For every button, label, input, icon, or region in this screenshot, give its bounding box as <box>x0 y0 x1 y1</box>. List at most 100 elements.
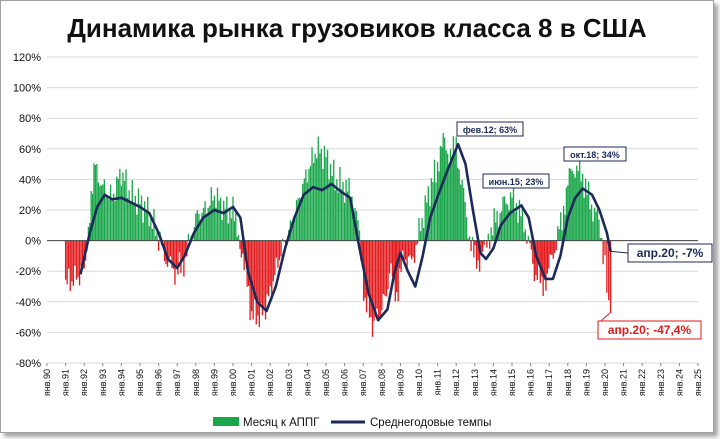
bar <box>444 137 446 241</box>
bar <box>258 240 261 328</box>
bar <box>305 169 307 241</box>
line-series <box>79 142 612 322</box>
bar <box>409 240 411 256</box>
y-tick-label: 0% <box>25 236 41 248</box>
bar <box>96 163 98 241</box>
bar <box>269 240 271 287</box>
bar <box>357 220 359 241</box>
bar <box>524 229 527 241</box>
y-tick-label: -60% <box>15 327 41 339</box>
bar <box>410 240 413 260</box>
bar <box>175 240 178 267</box>
bar <box>373 240 375 321</box>
bar <box>557 226 559 241</box>
bar <box>300 202 302 241</box>
bar <box>143 201 146 241</box>
bar <box>426 202 428 241</box>
bar <box>422 228 425 241</box>
bar <box>91 193 94 241</box>
bar <box>166 240 169 267</box>
chart-title: Динамика рынка грузовиков класса 8 в США <box>67 13 646 43</box>
bar <box>264 240 267 320</box>
bar <box>589 209 591 241</box>
annotation-apr20-avg-label: апр.20; -7% <box>637 246 704 260</box>
annotation-jun15-label: июн.15; 23% <box>489 177 544 187</box>
x-tick-label: янв.92 <box>79 369 89 396</box>
bar <box>351 196 353 241</box>
bar <box>240 240 243 258</box>
bar <box>78 240 81 286</box>
bar <box>523 232 525 241</box>
bar <box>593 207 596 241</box>
bar <box>202 207 205 241</box>
bar <box>464 201 466 241</box>
bar <box>235 212 237 241</box>
bar <box>518 199 521 241</box>
bar <box>448 164 450 241</box>
x-tick-label: янв.14 <box>488 369 498 396</box>
bar <box>218 200 220 241</box>
bar <box>99 185 101 241</box>
legend-line-label: Среднегодовые темпы <box>370 417 491 429</box>
bar <box>487 233 489 241</box>
bar <box>329 164 332 241</box>
bar <box>412 240 414 257</box>
bar <box>576 165 578 241</box>
bar <box>309 165 312 241</box>
bar <box>430 178 433 241</box>
bar <box>477 240 479 261</box>
bar <box>514 212 516 241</box>
x-tick-label: янв.99 <box>209 369 219 396</box>
y-tick-label: -40% <box>15 297 41 309</box>
bar <box>168 240 170 262</box>
bar <box>573 173 575 241</box>
annotation-oct18-label: окт.18; 34% <box>570 150 620 160</box>
bar <box>172 240 175 269</box>
bar <box>570 168 572 241</box>
bar <box>302 183 304 241</box>
bar <box>401 240 404 251</box>
bar <box>100 185 102 241</box>
bar <box>123 181 126 241</box>
bar <box>216 187 219 241</box>
bar <box>326 149 329 241</box>
legend: Месяц к АППГ Среднегодовые темпы <box>213 417 491 429</box>
bar <box>460 184 462 241</box>
bar <box>421 218 423 241</box>
bar <box>555 240 557 251</box>
bar <box>587 181 590 241</box>
bar <box>452 136 455 241</box>
bar <box>142 222 144 241</box>
bar <box>325 157 327 241</box>
bar <box>178 240 181 253</box>
bar <box>116 176 118 241</box>
bar <box>608 240 610 301</box>
bar <box>521 205 524 241</box>
bar <box>180 240 182 273</box>
bar <box>358 230 361 241</box>
bar <box>281 238 284 241</box>
bar <box>90 191 92 241</box>
bar <box>255 240 257 325</box>
x-tick-label: янв.18 <box>563 369 573 396</box>
bar <box>367 240 369 296</box>
y-tick-label: 40% <box>19 174 41 186</box>
bar <box>390 240 392 264</box>
bar <box>320 149 323 241</box>
y-tick-label: 20% <box>19 205 41 217</box>
bar <box>352 212 355 241</box>
bar <box>419 231 422 241</box>
bar <box>221 219 223 241</box>
bar <box>449 149 452 241</box>
bar <box>515 203 518 241</box>
bar <box>145 212 147 241</box>
y-tick-label: -20% <box>15 266 41 278</box>
bar <box>491 235 494 241</box>
bar <box>506 204 509 241</box>
bar <box>599 238 602 241</box>
annotation-apr20-avg-box <box>627 243 713 263</box>
bar <box>393 240 395 277</box>
x-tick-label: янв.97 <box>172 369 182 396</box>
bar <box>473 240 475 258</box>
bar <box>554 240 556 253</box>
